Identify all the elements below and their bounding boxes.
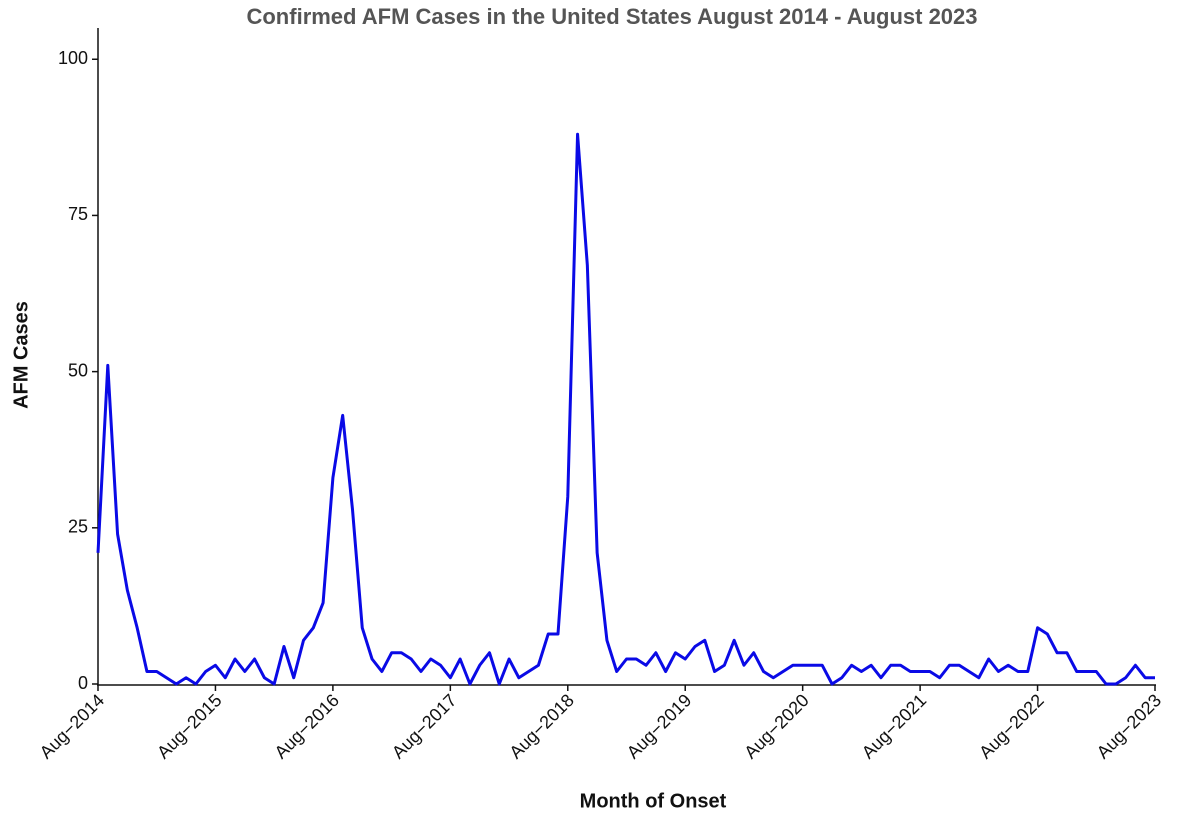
x-tick-label: Aug−2022 [975, 690, 1048, 763]
x-tick-label: Aug−2018 [505, 690, 578, 763]
y-tick-label: 0 [78, 673, 88, 693]
data-line [96, 132, 1155, 686]
x-axis-title: Month of Onset [580, 790, 727, 812]
y-axis-title: AFM Cases [10, 301, 32, 409]
x-tick-label: Aug−2015 [153, 690, 226, 763]
x-tick-label: Aug−2016 [271, 690, 344, 763]
y-tick-label: 25 [68, 517, 88, 537]
x-tick-label: Aug−2023 [1093, 690, 1166, 763]
y-tick-label: 100 [58, 48, 88, 68]
x-tick-label: Aug−2017 [388, 690, 461, 763]
y-tick-label: 75 [68, 204, 88, 224]
chart-title: Confirmed AFM Cases in the United States… [246, 4, 977, 29]
x-tick-label: Aug−2014 [36, 690, 109, 763]
y-tick-label: 50 [68, 360, 88, 380]
x-tick-label: Aug−2021 [858, 690, 931, 763]
x-tick-label: Aug−2019 [623, 690, 696, 763]
x-tick-label: Aug−2020 [740, 690, 813, 763]
